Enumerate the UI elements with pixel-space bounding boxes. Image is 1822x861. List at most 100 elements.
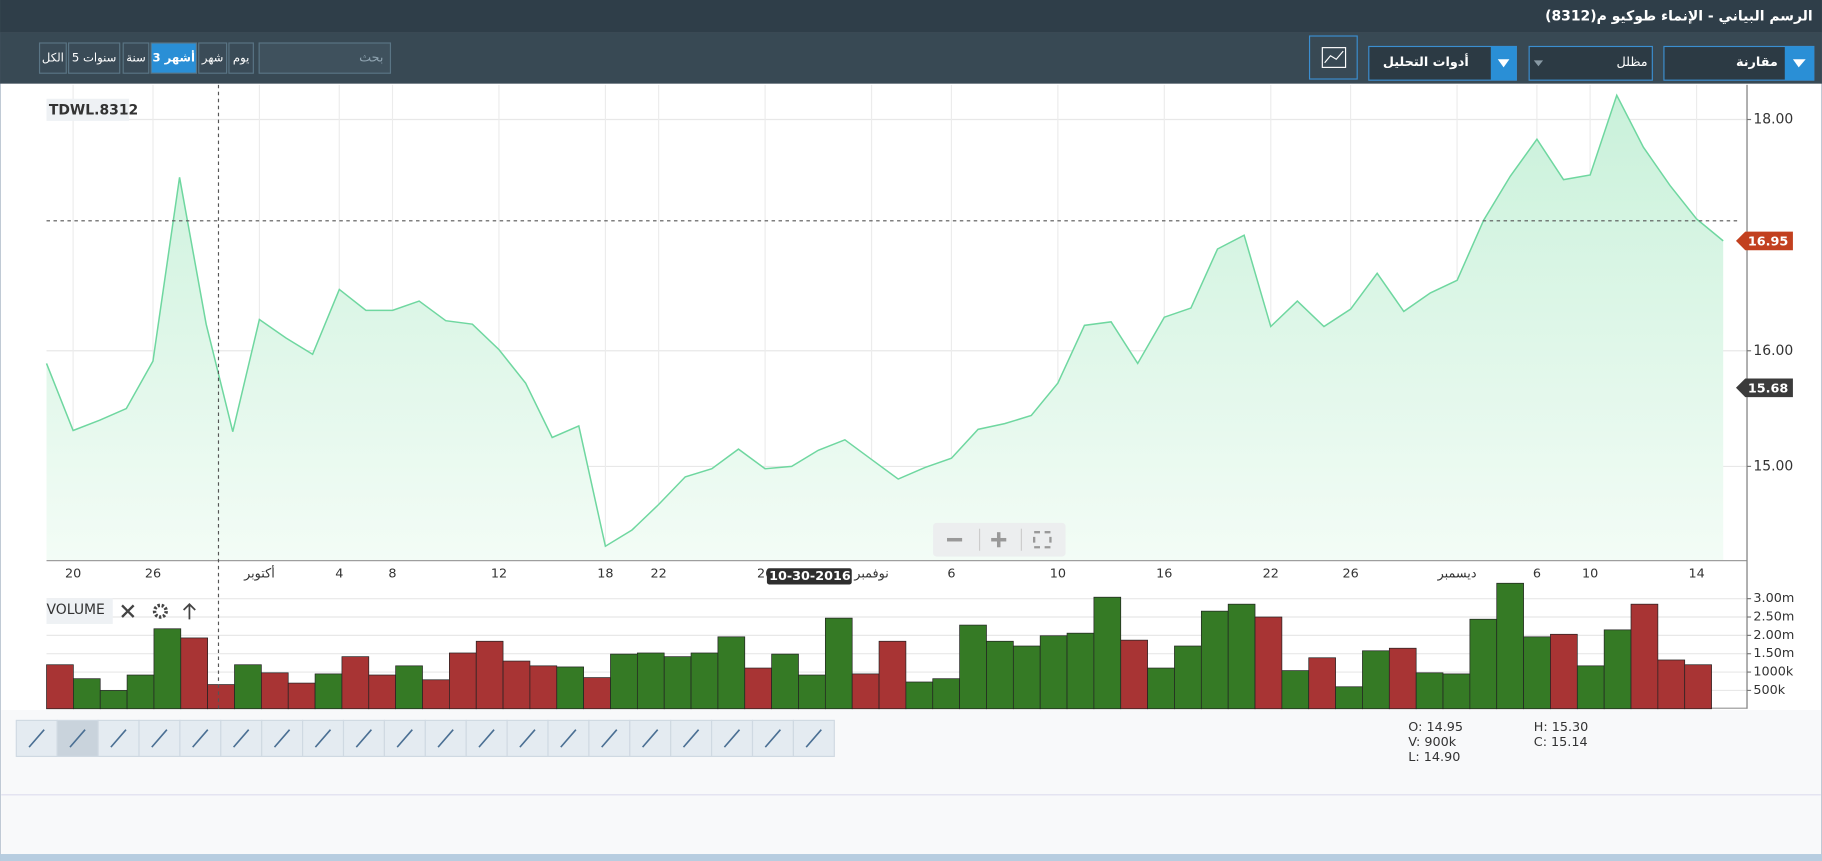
x-tick-label: 18 bbox=[597, 567, 613, 582]
drawing-tools bbox=[15, 719, 835, 758]
volume-bar bbox=[1362, 650, 1390, 710]
volume-bar bbox=[1308, 657, 1336, 710]
zoom-out[interactable] bbox=[947, 537, 963, 542]
tool-icon bbox=[28, 729, 45, 748]
volume-bar bbox=[1523, 636, 1551, 710]
volume-bar bbox=[1603, 629, 1632, 710]
tool-icon bbox=[232, 729, 250, 748]
chart-icon-line bbox=[1324, 50, 1344, 64]
y-tick-label: 1000k bbox=[1753, 665, 1793, 680]
volume-bar bbox=[502, 660, 531, 710]
x-tick-label: 22 bbox=[651, 567, 667, 582]
x-tick-label: 14 bbox=[1688, 567, 1704, 582]
crosshair-date: 10-30-2016 bbox=[769, 569, 851, 584]
volume-bar bbox=[422, 679, 450, 710]
period-button[interactable] bbox=[68, 42, 121, 74]
volume-bar bbox=[1093, 596, 1122, 710]
volume-bar bbox=[1657, 659, 1686, 710]
symbol-label: TDWL.8312 bbox=[49, 102, 138, 118]
volume-bar bbox=[1576, 665, 1605, 710]
volume-bar bbox=[234, 664, 262, 710]
fullscreen[interactable] bbox=[1033, 531, 1052, 549]
period-button[interactable] bbox=[122, 42, 150, 74]
compare-arrow bbox=[1792, 59, 1806, 68]
move-up-icon[interactable] bbox=[183, 602, 196, 620]
volume-bar bbox=[341, 656, 370, 710]
x-tick-label: 12 bbox=[491, 567, 507, 582]
tool-icon bbox=[805, 729, 822, 748]
x-tick-label: 4 bbox=[335, 567, 343, 582]
x-axis-line bbox=[46, 560, 1747, 562]
volume-bar bbox=[153, 628, 182, 710]
period-button[interactable] bbox=[198, 42, 228, 74]
price-tag-label: 15.68 bbox=[1748, 381, 1788, 396]
ohlc-volume: V: 900k bbox=[1408, 735, 1456, 750]
volume-bar bbox=[1147, 667, 1175, 710]
x-tick-label: 6 bbox=[947, 567, 955, 582]
tool-icon bbox=[314, 729, 332, 748]
tool-icon bbox=[396, 729, 413, 748]
style-dropdown[interactable] bbox=[1528, 45, 1653, 81]
volume-bar bbox=[1684, 664, 1712, 710]
tool-icon bbox=[764, 729, 782, 748]
volume-bar bbox=[1469, 618, 1498, 710]
y-tick-label: 15.00 bbox=[1753, 458, 1793, 474]
tool-icon bbox=[192, 729, 209, 748]
tool-icon bbox=[641, 729, 659, 748]
chart-type-button[interactable] bbox=[1308, 35, 1358, 80]
volume-label: VOLUME bbox=[47, 602, 105, 618]
volume-bar bbox=[99, 690, 128, 710]
style-arrow bbox=[1533, 60, 1544, 67]
volume-bar bbox=[314, 673, 343, 710]
volume-bar bbox=[610, 653, 638, 710]
settings-icon[interactable] bbox=[152, 603, 168, 619]
price-tag-label: 16.95 bbox=[1748, 235, 1788, 250]
search-box[interactable] bbox=[258, 42, 392, 74]
y-tick-label: 2.50m bbox=[1753, 610, 1794, 625]
volume-bar bbox=[73, 678, 101, 710]
period-button[interactable] bbox=[38, 42, 67, 74]
x-tick-label: نوفمبر bbox=[853, 567, 889, 582]
y-tick-label: 3.00m bbox=[1753, 591, 1794, 606]
tool-icon bbox=[437, 729, 454, 748]
volume-bar bbox=[1630, 603, 1659, 710]
volume-bar bbox=[824, 617, 853, 710]
volume-bar bbox=[1254, 616, 1283, 710]
tools-label: أدوات التحليل bbox=[1383, 53, 1469, 70]
volume-bar bbox=[368, 674, 396, 710]
dropdown-arrow bbox=[1497, 59, 1510, 68]
x-tick-label: 22 bbox=[1263, 567, 1279, 582]
volume-bar bbox=[1012, 645, 1041, 710]
tool-icon bbox=[601, 729, 618, 748]
tool-icon bbox=[682, 729, 700, 748]
volume-bar bbox=[1281, 670, 1310, 710]
tool-button[interactable] bbox=[547, 719, 590, 758]
y-tick-label: 1.50m bbox=[1753, 646, 1794, 661]
price-tag bbox=[1735, 231, 1793, 251]
volume-bar bbox=[1496, 582, 1524, 710]
tool-icon bbox=[69, 729, 86, 748]
volume-bar bbox=[771, 653, 799, 710]
volume-bar bbox=[1174, 645, 1202, 710]
period-button[interactable] bbox=[150, 42, 197, 74]
volume-bar bbox=[1120, 639, 1148, 710]
volume-bar bbox=[744, 667, 772, 710]
volume-box bbox=[46, 598, 113, 624]
symbol-box bbox=[46, 98, 130, 121]
volume-bar bbox=[717, 636, 746, 710]
ohlc-high: H: 15.30 bbox=[1534, 720, 1589, 735]
zoom-controls bbox=[933, 522, 1066, 557]
volume-bar bbox=[1227, 603, 1256, 710]
period-label: يوم bbox=[233, 51, 249, 66]
crosshair-date-box bbox=[766, 568, 852, 585]
volume-bar bbox=[851, 673, 880, 710]
period-label: 3 أشهر bbox=[153, 50, 195, 66]
tool-icon bbox=[478, 729, 495, 748]
volume-bar bbox=[1200, 610, 1229, 710]
volume-bar bbox=[1388, 647, 1417, 710]
close-icon[interactable] bbox=[121, 604, 135, 618]
period-button[interactable] bbox=[228, 42, 254, 74]
volume-bar bbox=[986, 640, 1014, 710]
